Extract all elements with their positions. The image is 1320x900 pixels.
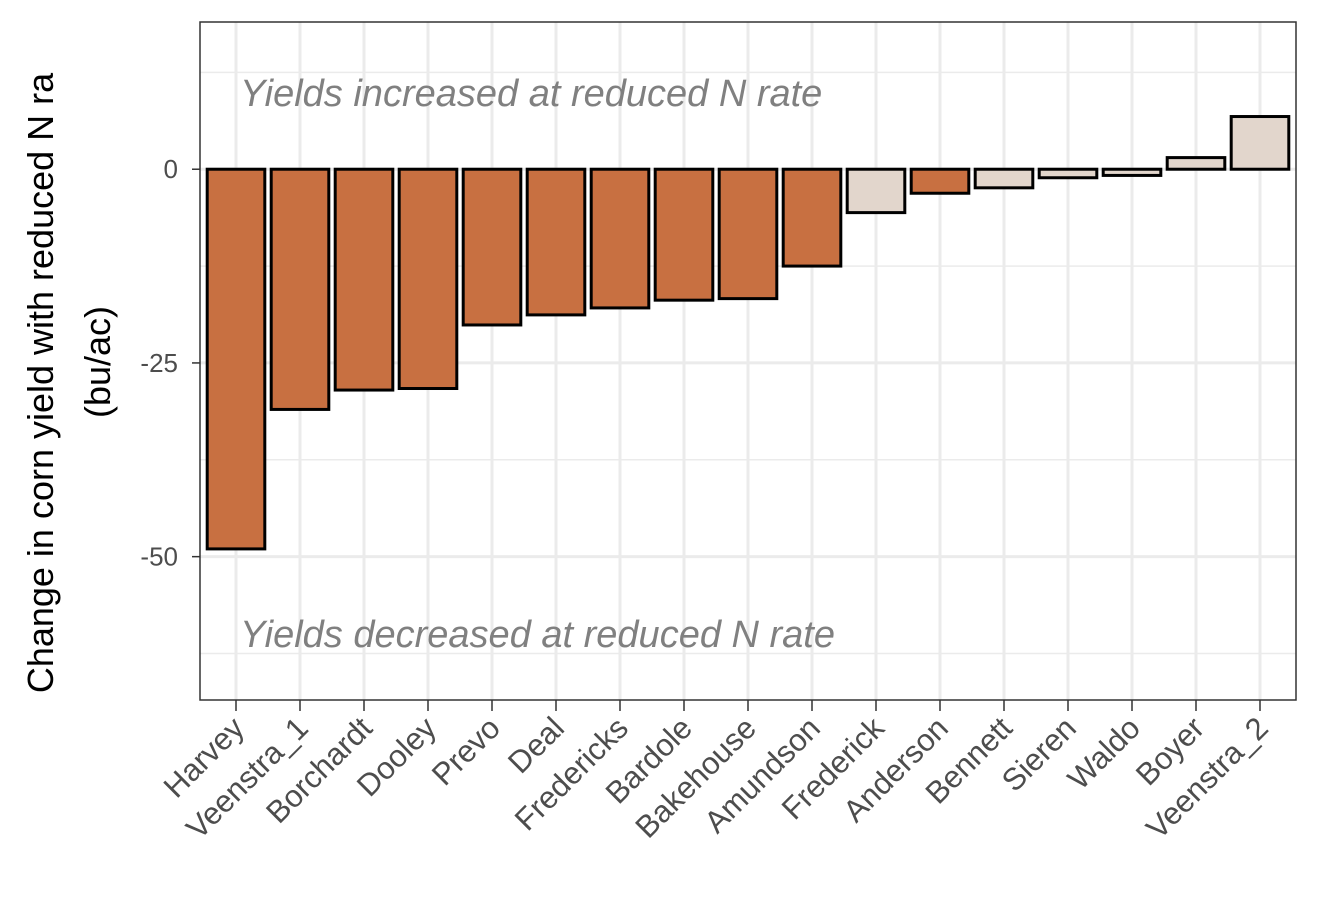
- bar-fredericks: [589, 167, 651, 310]
- bar-bakehouse: [717, 167, 779, 301]
- x-tick-label: Waldo: [1061, 710, 1147, 796]
- bar-sieren: [1037, 167, 1099, 180]
- bar-deal: [525, 167, 587, 317]
- bar-waldo: [1101, 167, 1163, 177]
- bar-bardole: [653, 167, 715, 302]
- bar-amundson: [781, 167, 843, 268]
- bar-dooley: [397, 167, 459, 391]
- y-axis-label: Change in corn yield with reduced N ra: [20, 72, 61, 693]
- bar-borchardt: [333, 167, 395, 392]
- y-tick-label: -50: [140, 542, 178, 572]
- annotation-increased: Yields increased at reduced N rate: [240, 73, 822, 115]
- annotation-decreased: Yields decreased at reduced N rate: [240, 614, 835, 656]
- bars: [205, 115, 1291, 551]
- y-tick-label: -25: [140, 348, 178, 378]
- bar-prevo: [461, 167, 523, 327]
- bar-anderson: [909, 167, 971, 195]
- x-tick-label: Sieren: [995, 710, 1083, 798]
- bar-veenstra-1: [269, 167, 331, 411]
- y-axis-label-units: (bu/ac): [77, 306, 118, 418]
- bar-veenstra-2: [1229, 115, 1291, 171]
- bar-harvey: [205, 167, 267, 551]
- x-tick-label: Prevo: [425, 710, 507, 792]
- bar-boyer: [1165, 156, 1227, 171]
- y-tick-label: 0: [164, 154, 178, 184]
- bar-bennett: [973, 167, 1035, 190]
- bar-frederick: [845, 167, 907, 215]
